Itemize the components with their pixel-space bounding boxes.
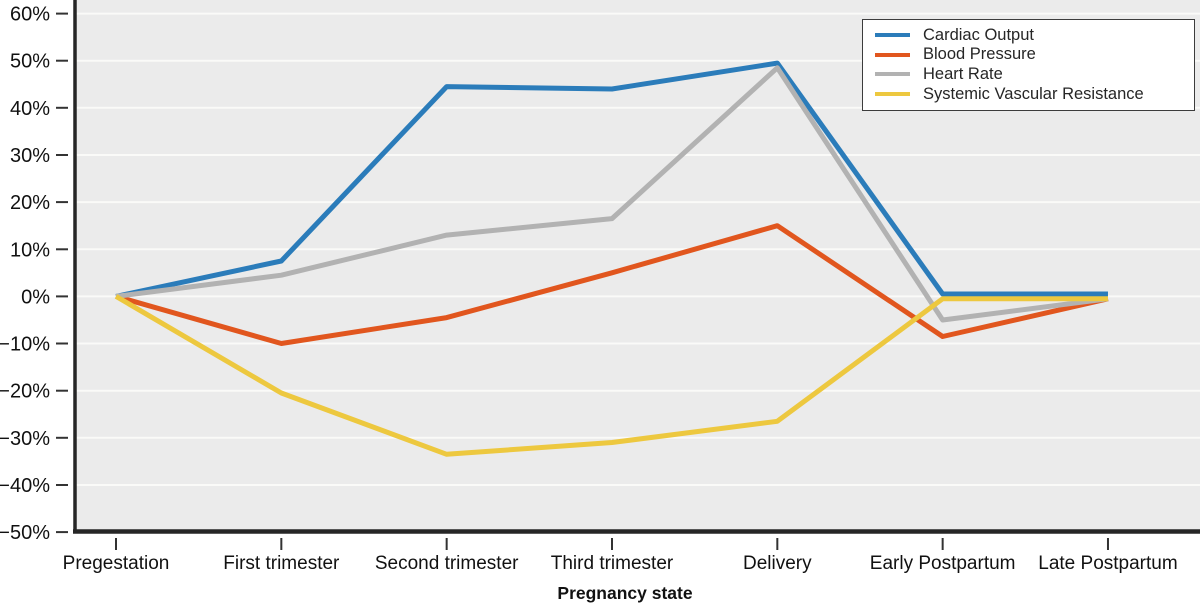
series-line-systemic-vascular-resistance [114,294,1108,457]
legend-item-systemic-vascular-resistance: Systemic Vascular Resistance [875,84,1184,104]
x-tick-label: Pregestation [63,553,170,574]
x-tick-label: Third trimester [551,553,674,574]
x-tick-label: Delivery [743,553,812,574]
legend-label: Cardiac Output [923,25,1034,44]
y-tick-label: −20% [0,381,50,403]
legend-label: Blood Pressure [923,45,1036,64]
legend-label: Systemic Vascular Resistance [923,84,1144,103]
legend: Cardiac Output Blood Pressure Heart Rate… [862,19,1195,111]
y-tick-label: 50% [10,51,50,73]
legend-item-cardiac-output: Cardiac Output [875,25,1184,45]
y-tick-label: 30% [10,145,50,167]
y-tick-label: 20% [10,192,50,214]
y-tick-label: −40% [0,475,50,497]
legend-item-heart-rate: Heart Rate [875,65,1184,85]
x-axis-title: Pregnancy state [557,583,693,603]
series-line-heart-rate [115,65,1109,323]
y-tick-label: −30% [0,428,50,450]
x-tick-label: Early Postpartum [870,553,1016,574]
y-tick-label: −50% [0,522,50,544]
x-tick-label: First trimester [223,553,340,574]
x-tick-label: Second trimester [375,553,519,574]
series-line-blood-pressure [115,223,1109,346]
y-tick-label: 40% [10,98,50,120]
legend-swatch-blood-pressure [875,52,910,57]
legend-item-blood-pressure: Blood Pressure [875,45,1184,65]
legend-swatch-systemic-vascular-resistance [875,92,910,97]
y-tick-label: 0% [21,286,50,308]
y-tick-label: −10% [0,334,50,356]
legend-swatch-cardiac-output [875,32,910,37]
y-tick-label: 10% [10,239,50,261]
x-tick-label: Late Postpartum [1038,553,1177,574]
y-tick-label: 60% [10,4,50,26]
legend-swatch-heart-rate [875,72,910,77]
series-line-cardiac-output [115,60,1108,299]
legend-label: Heart Rate [923,65,1003,84]
